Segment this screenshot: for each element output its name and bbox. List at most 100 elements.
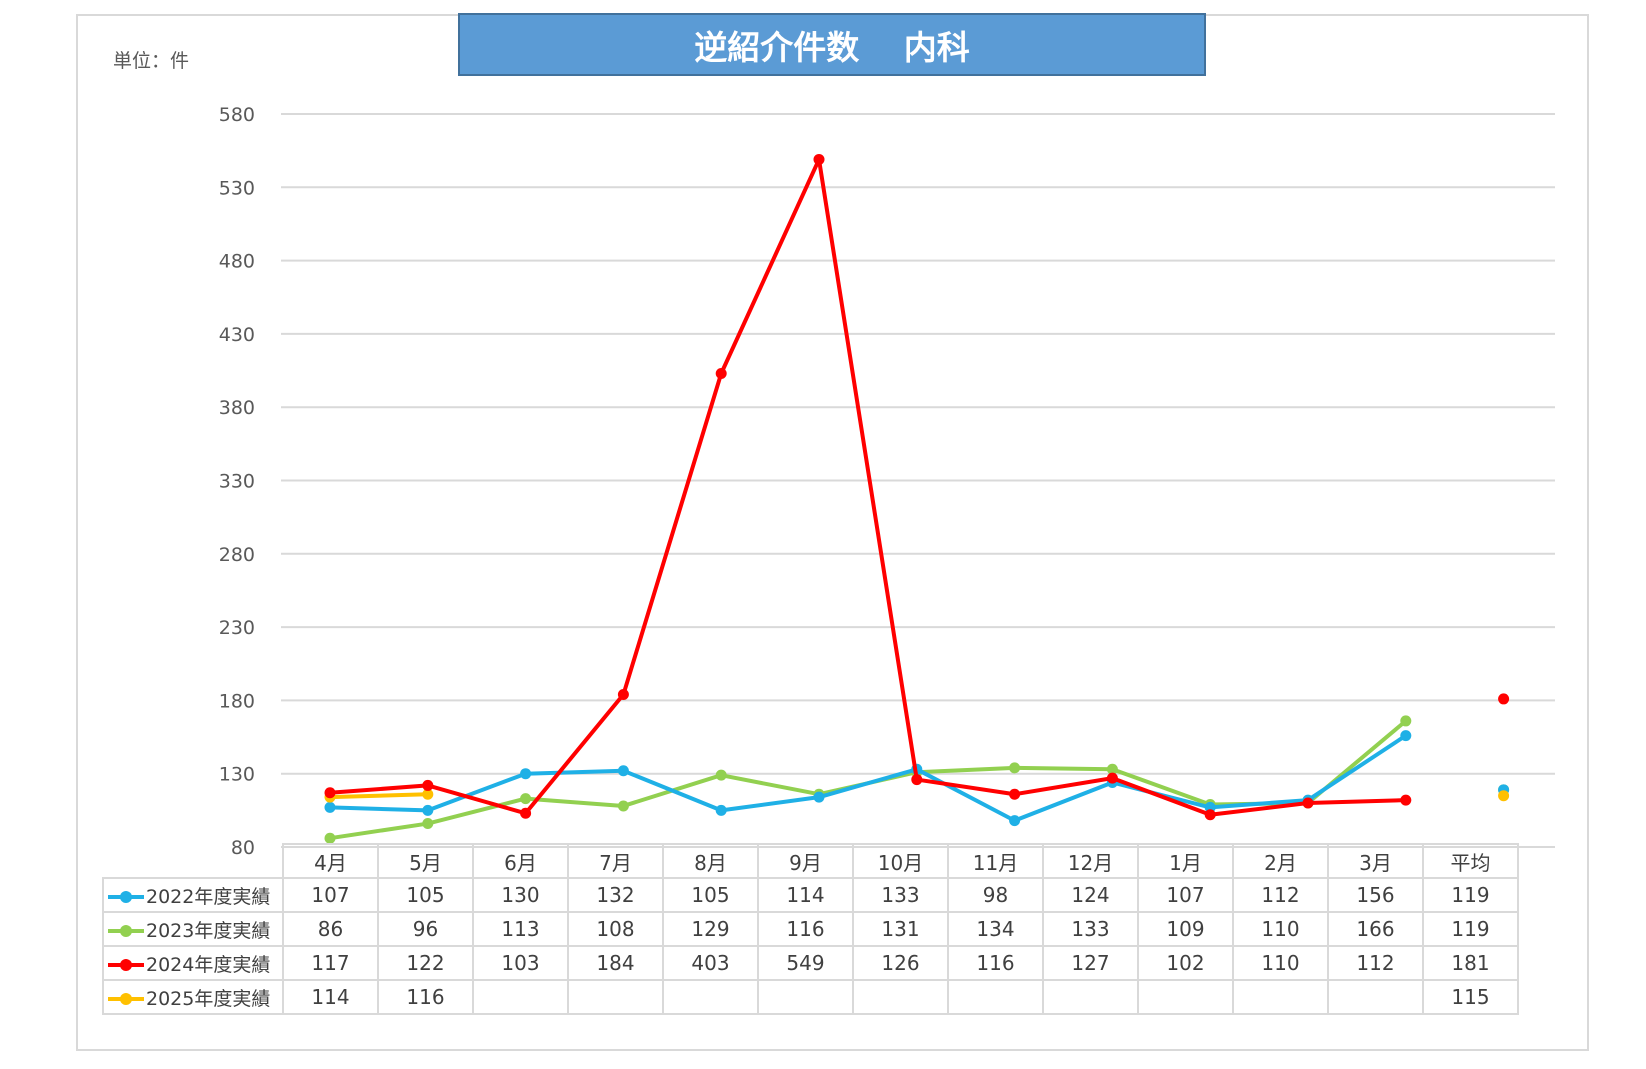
table-row: 2022年度実績 107 105 130 132 105 114 133 98 124 107 112…: [102, 877, 1519, 913]
legend-marker-icon: [108, 959, 144, 971]
series-lines: [324, 153, 1510, 844]
data-point: [1106, 763, 1118, 775]
category-label: 11月: [947, 843, 1044, 879]
table-cell: 133: [852, 877, 949, 913]
y-tick-label: 280: [219, 544, 255, 566]
table-cell: 112: [1232, 877, 1329, 913]
data-point: [1400, 715, 1412, 727]
table-cell: 112: [1327, 945, 1424, 981]
table-cell: 103: [472, 945, 569, 981]
average-marker: [1498, 790, 1510, 802]
data-point: [715, 367, 727, 379]
data-point: [911, 774, 923, 786]
data-point: [422, 788, 434, 800]
table-cell: 86: [282, 911, 379, 947]
data-point: [422, 818, 434, 830]
table-cell: 403: [662, 945, 759, 981]
data-point: [1400, 794, 1412, 806]
data-point: [1204, 809, 1216, 821]
table-cell: 181: [1422, 945, 1519, 981]
data-point: [1009, 815, 1021, 827]
table-cell: 108: [567, 911, 664, 947]
category-label: 12月: [1042, 843, 1139, 879]
table-cell: 156: [1327, 877, 1424, 913]
category-label: 4月: [282, 843, 379, 879]
chart-title: 逆紹介件数 内科: [458, 13, 1206, 76]
legend-entry: 2022年度実績: [102, 877, 284, 913]
table-cell: 134: [947, 911, 1044, 947]
data-point: [1400, 730, 1412, 742]
table-cell: 116: [757, 911, 854, 947]
table-header-row: 4月 5月 6月 7月 8月 9月 10月 11月 12月 1月 2月 3月 平均: [103, 843, 1519, 879]
table-cell: [757, 979, 854, 1015]
y-tick-label: 480: [219, 251, 255, 273]
table-cell: 116: [377, 979, 474, 1015]
category-label: 平均: [1422, 843, 1519, 879]
table-cell: 131: [852, 911, 949, 947]
series-line: [328, 733, 1408, 823]
data-point: [1009, 762, 1021, 774]
category-label: 2月: [1232, 843, 1329, 879]
data-point: [617, 765, 629, 777]
table-cell: 184: [567, 945, 664, 981]
category-label: 10月: [852, 843, 949, 879]
legend-entry: 2024年度実績: [102, 945, 284, 981]
data-point: [813, 791, 825, 803]
series-line: [328, 157, 1408, 817]
series-line: [328, 792, 430, 800]
table-cell: 109: [1137, 911, 1234, 947]
table-cell: [1232, 979, 1329, 1015]
table-cell: 110: [1232, 911, 1329, 947]
data-point: [520, 768, 532, 780]
table-cell: 129: [662, 911, 759, 947]
table-cell: 127: [1042, 945, 1139, 981]
table-corner: [103, 844, 284, 879]
gridlines: [281, 113, 1555, 848]
table-cell: 113: [472, 911, 569, 947]
legend-entry: 2025年度実績: [102, 979, 284, 1015]
category-label: 5月: [377, 843, 474, 879]
series-2024年度実績: [324, 153, 1510, 821]
legend-label: 2025年度実績: [146, 987, 271, 1010]
table-cell: [1042, 979, 1139, 1015]
legend-label: 2024年度実績: [146, 953, 271, 976]
data-point: [1302, 797, 1314, 809]
category-label: 7月: [567, 843, 664, 879]
table-cell: 110: [1232, 945, 1329, 981]
table-cell: 115: [1422, 979, 1519, 1015]
y-tick-label: 580: [219, 104, 255, 126]
legend-marker-icon: [108, 925, 144, 937]
data-table: 4月 5月 6月 7月 8月 9月 10月 11月 12月 1月 2月 3月 平均 2022年度実績 107…: [102, 843, 1519, 1015]
table-cell: 96: [377, 911, 474, 947]
series-line: [328, 718, 1408, 841]
data-point: [617, 689, 629, 701]
table-row: 2025年度実績 114 116 115: [102, 979, 1519, 1015]
table-cell: 107: [1137, 877, 1234, 913]
table-cell: 166: [1327, 911, 1424, 947]
data-point: [422, 779, 434, 791]
table-cell: 122: [377, 945, 474, 981]
data-point: [715, 804, 727, 816]
category-label: 3月: [1327, 843, 1424, 879]
table-row: 2023年度実績 86 96 113 108 129 116 131 134 133 109 110 1…: [102, 911, 1519, 947]
y-tick-label: 430: [219, 324, 255, 346]
legend-label: 2022年度実績: [146, 885, 271, 908]
data-point: [813, 153, 825, 165]
data-point: [520, 807, 532, 819]
data-point: [324, 787, 336, 799]
y-tick-label: 380: [219, 397, 255, 419]
data-point: [422, 804, 434, 816]
table-cell: 119: [1422, 877, 1519, 913]
table-cell: 116: [947, 945, 1044, 981]
legend-label: 2023年度実績: [146, 919, 271, 942]
data-point: [1106, 772, 1118, 784]
data-point: [1009, 788, 1021, 800]
y-tick-label: 180: [219, 690, 255, 712]
table-cell: 114: [757, 877, 854, 913]
table-cell: 107: [282, 877, 379, 913]
table-cell: 105: [377, 877, 474, 913]
table-cell: [472, 979, 569, 1015]
table-cell: 124: [1042, 877, 1139, 913]
